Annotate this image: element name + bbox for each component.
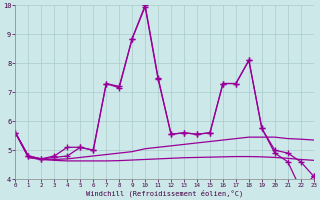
X-axis label: Windchill (Refroidissement éolien,°C): Windchill (Refroidissement éolien,°C) [86, 190, 243, 197]
